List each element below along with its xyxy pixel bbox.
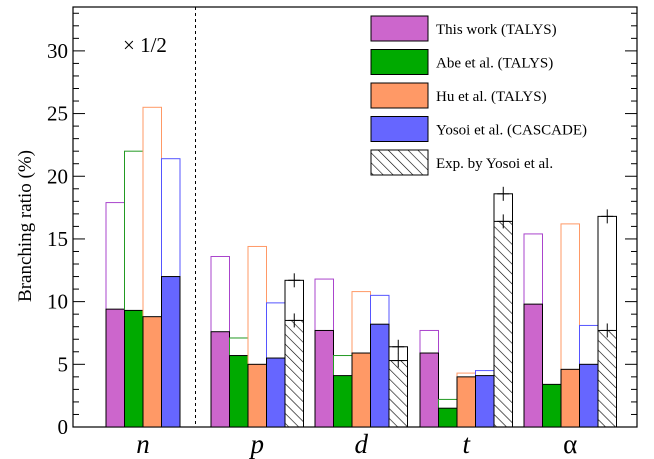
bar <box>579 363 599 428</box>
y-tick-label: 5 <box>58 352 69 376</box>
bar <box>438 407 458 428</box>
legend-entry: Hu et al. (TALYS) <box>436 89 547 105</box>
plot-area: 0 5 10 15 20 25 30 n p d t α <box>47 6 638 459</box>
legend-entry: Exp. by Yosoi et al. <box>436 156 553 172</box>
bar <box>210 331 230 428</box>
y-tick-label: 25 <box>47 102 68 126</box>
bar <box>284 319 304 428</box>
bar <box>370 323 390 428</box>
bar <box>333 375 353 428</box>
legend-entry: Abe et al. (TALYS) <box>436 56 553 72</box>
bar <box>229 355 249 428</box>
bar <box>523 303 543 428</box>
bar <box>456 376 476 428</box>
legend-swatch <box>370 49 429 75</box>
y-axis-label: Branching ratio (%) <box>15 150 36 302</box>
x-tick-label: α <box>563 429 577 459</box>
bar <box>314 329 334 428</box>
bar <box>247 363 267 428</box>
bar <box>124 309 144 428</box>
y-tick-label: 30 <box>47 39 68 63</box>
y-tick-label: 0 <box>58 415 69 439</box>
bar <box>142 316 162 428</box>
bar <box>419 352 439 428</box>
bar <box>266 357 286 428</box>
legend: This work (TALYS) Abe et al. (TALYS) Hu et… <box>370 15 587 176</box>
x-tick-label: p <box>249 429 265 459</box>
legend-swatch <box>370 15 429 42</box>
bar <box>351 352 371 428</box>
legend-swatch <box>370 149 429 176</box>
x-tick-label: t <box>462 429 471 459</box>
legend-entry: Yosoi et al. (CASCADE) <box>436 123 587 139</box>
x-tick-label: d <box>355 429 369 459</box>
legend-entry: This work (TALYS) <box>436 22 557 38</box>
bar <box>597 329 617 428</box>
scale-annotation: × 1/2 <box>123 33 167 57</box>
bar <box>161 276 181 428</box>
bar <box>105 308 125 428</box>
legend-swatch <box>370 82 429 109</box>
x-tick-label: n <box>136 429 150 459</box>
bar <box>542 383 562 428</box>
bar <box>388 360 408 428</box>
bar <box>475 375 495 428</box>
bar <box>560 368 580 428</box>
legend-swatch <box>370 116 429 142</box>
bar <box>493 220 513 428</box>
chart-text: Branching ratio (%) × 1/2 <box>15 33 167 302</box>
y-tick-label: 10 <box>47 290 68 314</box>
y-tick-label: 20 <box>47 164 68 188</box>
y-tick-label: 15 <box>47 227 68 251</box>
